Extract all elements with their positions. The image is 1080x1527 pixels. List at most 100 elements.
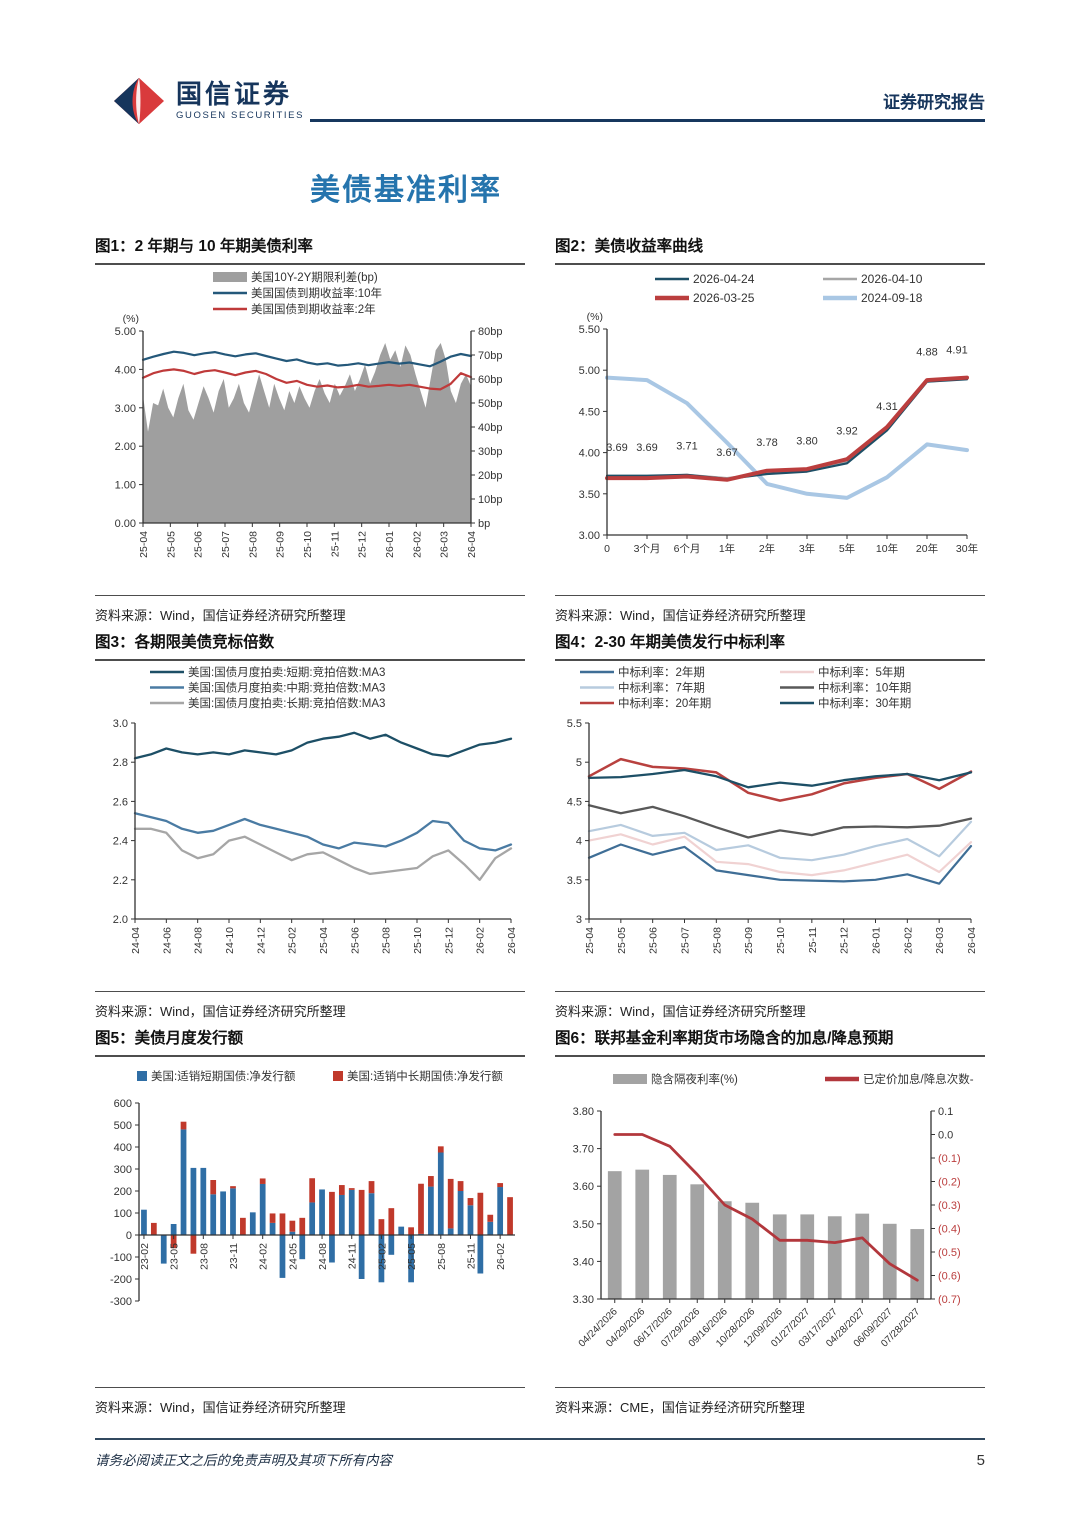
svg-text:3.30: 3.30 bbox=[573, 1294, 594, 1306]
svg-text:4.88: 4.88 bbox=[916, 346, 937, 358]
figure-2-title: 图2：美债收益率曲线 bbox=[555, 234, 985, 265]
svg-text:隐含隔夜利率(%): 隐含隔夜利率(%) bbox=[651, 1072, 738, 1086]
disclaimer-text: 请务必阅读正文之后的免责声明及其项下所有内容 bbox=[95, 1453, 392, 1468]
svg-text:2.4: 2.4 bbox=[113, 836, 128, 848]
svg-text:4.5: 4.5 bbox=[567, 796, 582, 808]
figure-5: 图5：美债月度发行额 600 500 400 300 200 100 0 -100 -200 -3… bbox=[95, 1026, 525, 1422]
svg-text:4.31: 4.31 bbox=[876, 401, 897, 413]
svg-text:25-06: 25-06 bbox=[193, 531, 205, 558]
page-footer: 请务必阅读正文之后的免责声明及其项下所有内容 5 bbox=[95, 1438, 985, 1469]
svg-text:500: 500 bbox=[114, 1120, 132, 1132]
svg-text:25-12: 25-12 bbox=[839, 927, 851, 954]
svg-text:23-08: 23-08 bbox=[198, 1243, 210, 1270]
figure-1-chart: 5.00 4.00 3.00 2.00 1.00 0.00 80bp 70bp 60bp 50bp… bbox=[95, 267, 525, 569]
svg-text:-100: -100 bbox=[110, 1252, 132, 1264]
svg-text:25-11: 25-11 bbox=[329, 531, 341, 557]
svg-text:5: 5 bbox=[576, 757, 582, 769]
svg-text:(0.5): (0.5) bbox=[938, 1247, 961, 1259]
svg-text:美国:国债月度拍卖:长期:竞拍倍数:MA3: 美国:国债月度拍卖:长期:竞拍倍数:MA3 bbox=[188, 696, 385, 710]
svg-text:26-02: 26-02 bbox=[475, 927, 487, 954]
svg-text:1.00: 1.00 bbox=[115, 480, 136, 492]
svg-text:25-08: 25-08 bbox=[436, 1243, 448, 1270]
svg-text:中标利率：7年期: 中标利率：7年期 bbox=[618, 681, 705, 695]
svg-text:25-06: 25-06 bbox=[648, 927, 660, 954]
svg-text:(%): (%) bbox=[123, 313, 139, 325]
svg-text:600: 600 bbox=[114, 1098, 132, 1110]
figure-4-chart: 5.5 5 4.5 4 3.5 3 25-04 25-05 25-06 25-07 25-08 25-… bbox=[555, 663, 985, 965]
svg-text:3年: 3年 bbox=[799, 542, 815, 555]
svg-text:-300: -300 bbox=[110, 1296, 132, 1308]
svg-text:24-05: 24-05 bbox=[287, 1243, 299, 1270]
logo-title: 国信证券 bbox=[176, 78, 293, 109]
page-number: 5 bbox=[976, 1452, 985, 1469]
svg-text:26-02: 26-02 bbox=[411, 531, 423, 558]
svg-text:3.69: 3.69 bbox=[606, 442, 627, 454]
svg-text:2.6: 2.6 bbox=[113, 796, 128, 808]
svg-text:24-11: 24-11 bbox=[347, 1243, 359, 1269]
svg-text:26-01: 26-01 bbox=[384, 531, 396, 558]
svg-text:2.00: 2.00 bbox=[115, 441, 136, 453]
svg-text:25-09: 25-09 bbox=[743, 927, 755, 954]
svg-text:24-06: 24-06 bbox=[161, 927, 173, 954]
svg-text:25-11: 25-11 bbox=[465, 1243, 477, 1269]
figure-2-source: 资料来源：Wind，国信证券经济研究所整理 bbox=[555, 595, 985, 630]
svg-text:5.5: 5.5 bbox=[567, 718, 582, 730]
svg-text:美国国债到期收益率:2年: 美国国债到期收益率:2年 bbox=[251, 302, 376, 316]
svg-text:4: 4 bbox=[576, 836, 582, 848]
svg-text:2.0: 2.0 bbox=[113, 914, 128, 926]
svg-text:20年: 20年 bbox=[916, 542, 938, 555]
svg-text:中标利率：5年期: 中标利率：5年期 bbox=[818, 665, 905, 679]
svg-text:美国:国债月度拍卖:中期:竞拍倍数:MA3: 美国:国债月度拍卖:中期:竞拍倍数:MA3 bbox=[188, 681, 385, 695]
svg-text:25-04: 25-04 bbox=[138, 531, 150, 558]
svg-text:25-05: 25-05 bbox=[616, 927, 628, 954]
svg-text:5.00: 5.00 bbox=[579, 365, 600, 377]
svg-text:2年: 2年 bbox=[759, 542, 775, 555]
svg-text:3个月: 3个月 bbox=[634, 543, 661, 555]
svg-text:25-10: 25-10 bbox=[302, 531, 314, 558]
svg-text:3.80: 3.80 bbox=[573, 1106, 594, 1118]
svg-text:10年: 10年 bbox=[876, 542, 898, 555]
svg-text:24-04: 24-04 bbox=[130, 927, 142, 954]
svg-text:中标利率：10年期: 中标利率：10年期 bbox=[818, 681, 911, 695]
svg-text:25-10: 25-10 bbox=[775, 927, 787, 954]
svg-text:3.40: 3.40 bbox=[573, 1256, 594, 1268]
svg-text:3.71: 3.71 bbox=[676, 440, 697, 452]
svg-text:中标利率：30年期: 中标利率：30年期 bbox=[818, 696, 911, 710]
figure-1-title: 图1：2 年期与 10 年期美债利率 bbox=[95, 234, 525, 265]
svg-text:60bp: 60bp bbox=[478, 374, 502, 386]
svg-text:23-02: 23-02 bbox=[139, 1243, 151, 1270]
svg-text:4.00: 4.00 bbox=[579, 448, 600, 460]
figure-2: 图2：美债收益率曲线 5.50 5.00 4.50 4.00 3.50 3.00 (%) 0 3… bbox=[555, 234, 985, 630]
figure-5-title: 图5：美债月度发行额 bbox=[95, 1026, 525, 1057]
svg-text:2026-04-24: 2026-04-24 bbox=[693, 272, 755, 286]
svg-text:24-12: 24-12 bbox=[255, 927, 267, 954]
svg-text:25-08: 25-08 bbox=[381, 927, 393, 954]
svg-text:25-07: 25-07 bbox=[680, 927, 692, 954]
svg-text:26-04: 26-04 bbox=[466, 531, 478, 558]
svg-text:26-04: 26-04 bbox=[506, 927, 518, 954]
figure-4: 图4：2-30 年期美债发行中标利率 5.5 5 4.5 4 3.5 3 25-04 25-0… bbox=[555, 630, 985, 1026]
svg-text:3.92: 3.92 bbox=[836, 425, 857, 437]
svg-text:26-03: 26-03 bbox=[439, 531, 451, 558]
svg-text:30年: 30年 bbox=[956, 542, 978, 555]
svg-text:26-01: 26-01 bbox=[871, 927, 883, 954]
svg-text:0.1: 0.1 bbox=[938, 1106, 953, 1118]
svg-text:23-11: 23-11 bbox=[228, 1243, 240, 1269]
svg-text:25-06: 25-06 bbox=[349, 927, 361, 954]
svg-text:10bp: 10bp bbox=[478, 494, 502, 506]
svg-text:0: 0 bbox=[126, 1230, 132, 1242]
svg-text:(0.7): (0.7) bbox=[938, 1294, 961, 1306]
svg-text:25-10: 25-10 bbox=[412, 927, 424, 954]
svg-text:3.78: 3.78 bbox=[756, 437, 777, 449]
svg-text:26-03: 26-03 bbox=[934, 927, 946, 954]
svg-text:25-12: 25-12 bbox=[443, 927, 455, 954]
logo-subtitle: GUOSEN SECURITIES bbox=[176, 110, 305, 122]
svg-text:3.80: 3.80 bbox=[796, 435, 817, 447]
svg-text:25-08: 25-08 bbox=[247, 531, 259, 558]
svg-text:0.00: 0.00 bbox=[115, 518, 136, 530]
page-title: 美债基准利率 bbox=[310, 174, 502, 207]
svg-text:24-02: 24-02 bbox=[258, 1243, 270, 1270]
svg-text:25-02: 25-02 bbox=[287, 927, 299, 954]
svg-text:4.91: 4.91 bbox=[946, 345, 967, 357]
svg-text:(0.2): (0.2) bbox=[938, 1177, 961, 1189]
